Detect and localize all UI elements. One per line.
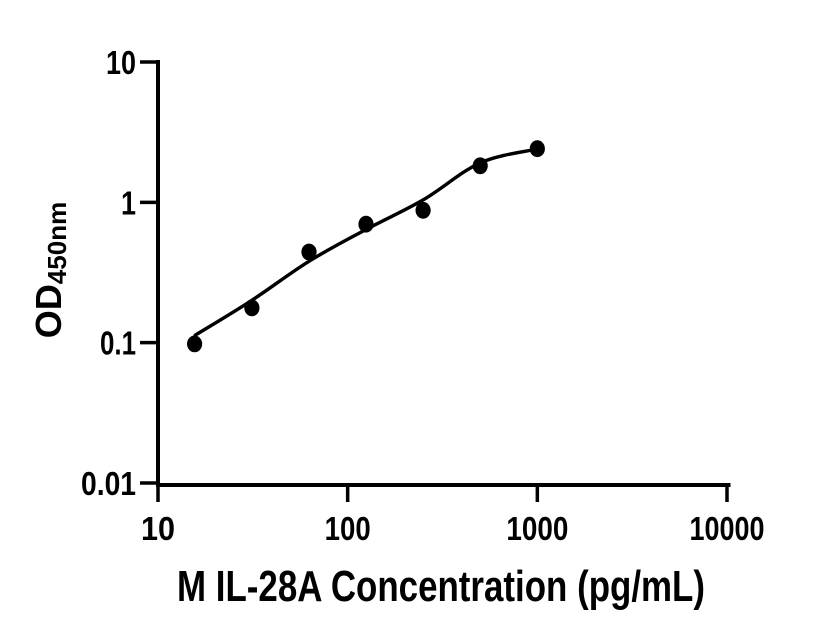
y-tick-label-1: 1 — [121, 184, 136, 221]
data-point-250 — [415, 201, 431, 219]
y-tick-label-0.01: 0.01 — [81, 465, 136, 502]
data-point-62.5 — [301, 243, 317, 261]
y-tick-label-10: 10 — [106, 44, 136, 81]
data-point-1000 — [529, 140, 545, 158]
x-tick-label-10: 10 — [141, 510, 175, 547]
data-point-15.6 — [187, 335, 203, 353]
x-tick-label-1000: 1000 — [506, 510, 568, 547]
data-point-500 — [472, 157, 488, 175]
data-point-125 — [358, 215, 374, 233]
y-axis-title: OD450nm — [28, 202, 72, 338]
data-point-31.25 — [244, 299, 260, 317]
y-tick-label-0.1: 0.1 — [100, 325, 136, 362]
x-axis-title: M IL-28A Concentration (pg/mL) — [177, 562, 705, 611]
x-tick-label-100: 100 — [325, 510, 371, 547]
y-axis-title-subscript: 450nm — [42, 202, 72, 284]
x-tick-label-10000: 10000 — [690, 510, 765, 547]
axis-frame — [156, 60, 731, 487]
y-axis-title-main: OD — [28, 284, 69, 338]
